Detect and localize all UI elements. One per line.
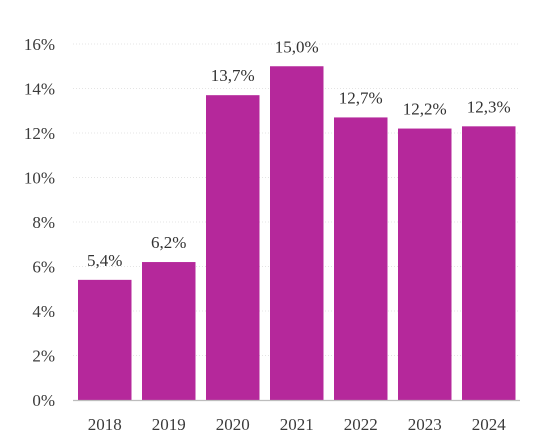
data-label: 15,0%	[275, 37, 319, 56]
y-tick-label: 8%	[32, 213, 55, 232]
data-label: 12,2%	[403, 100, 447, 119]
data-label: 5,4%	[87, 251, 122, 270]
data-label: 13,7%	[211, 66, 255, 85]
x-tick-label: 2024	[472, 415, 507, 434]
x-tick-label: 2020	[216, 415, 250, 434]
x-tick-label: 2019	[152, 415, 186, 434]
bar	[142, 262, 196, 400]
x-tick-label: 2023	[408, 415, 442, 434]
x-axis-tick-labels: 2018 2019 2020 2021 2022 2023 2024	[88, 415, 507, 434]
data-label: 6,2%	[151, 233, 186, 252]
bar	[462, 126, 516, 400]
bars	[78, 66, 516, 401]
x-tick-label: 2022	[344, 415, 378, 434]
y-tick-label: 14%	[24, 80, 55, 99]
bar	[334, 117, 388, 401]
bar	[78, 279, 132, 400]
data-labels: 5,4% 6,2% 13,7% 15,0% 12,7% 12,2% 12,3%	[87, 37, 511, 270]
y-tick-label: 0%	[32, 391, 55, 410]
y-tick-label: 12%	[24, 124, 55, 143]
y-axis-tick-labels: 0% 2% 4% 6% 8% 10% 12% 14% 16%	[24, 35, 55, 410]
data-label: 12,3%	[467, 97, 511, 116]
y-tick-label: 2%	[32, 347, 55, 366]
data-label: 12,7%	[339, 88, 383, 107]
x-tick-label: 2021	[280, 415, 314, 434]
y-tick-label: 4%	[32, 302, 55, 321]
y-tick-label: 16%	[24, 35, 55, 54]
x-tick-label: 2018	[88, 415, 122, 434]
y-tick-label: 6%	[32, 258, 55, 277]
y-tick-label: 10%	[24, 169, 55, 188]
bar	[206, 95, 260, 401]
bar	[398, 128, 452, 401]
bar	[270, 66, 324, 400]
